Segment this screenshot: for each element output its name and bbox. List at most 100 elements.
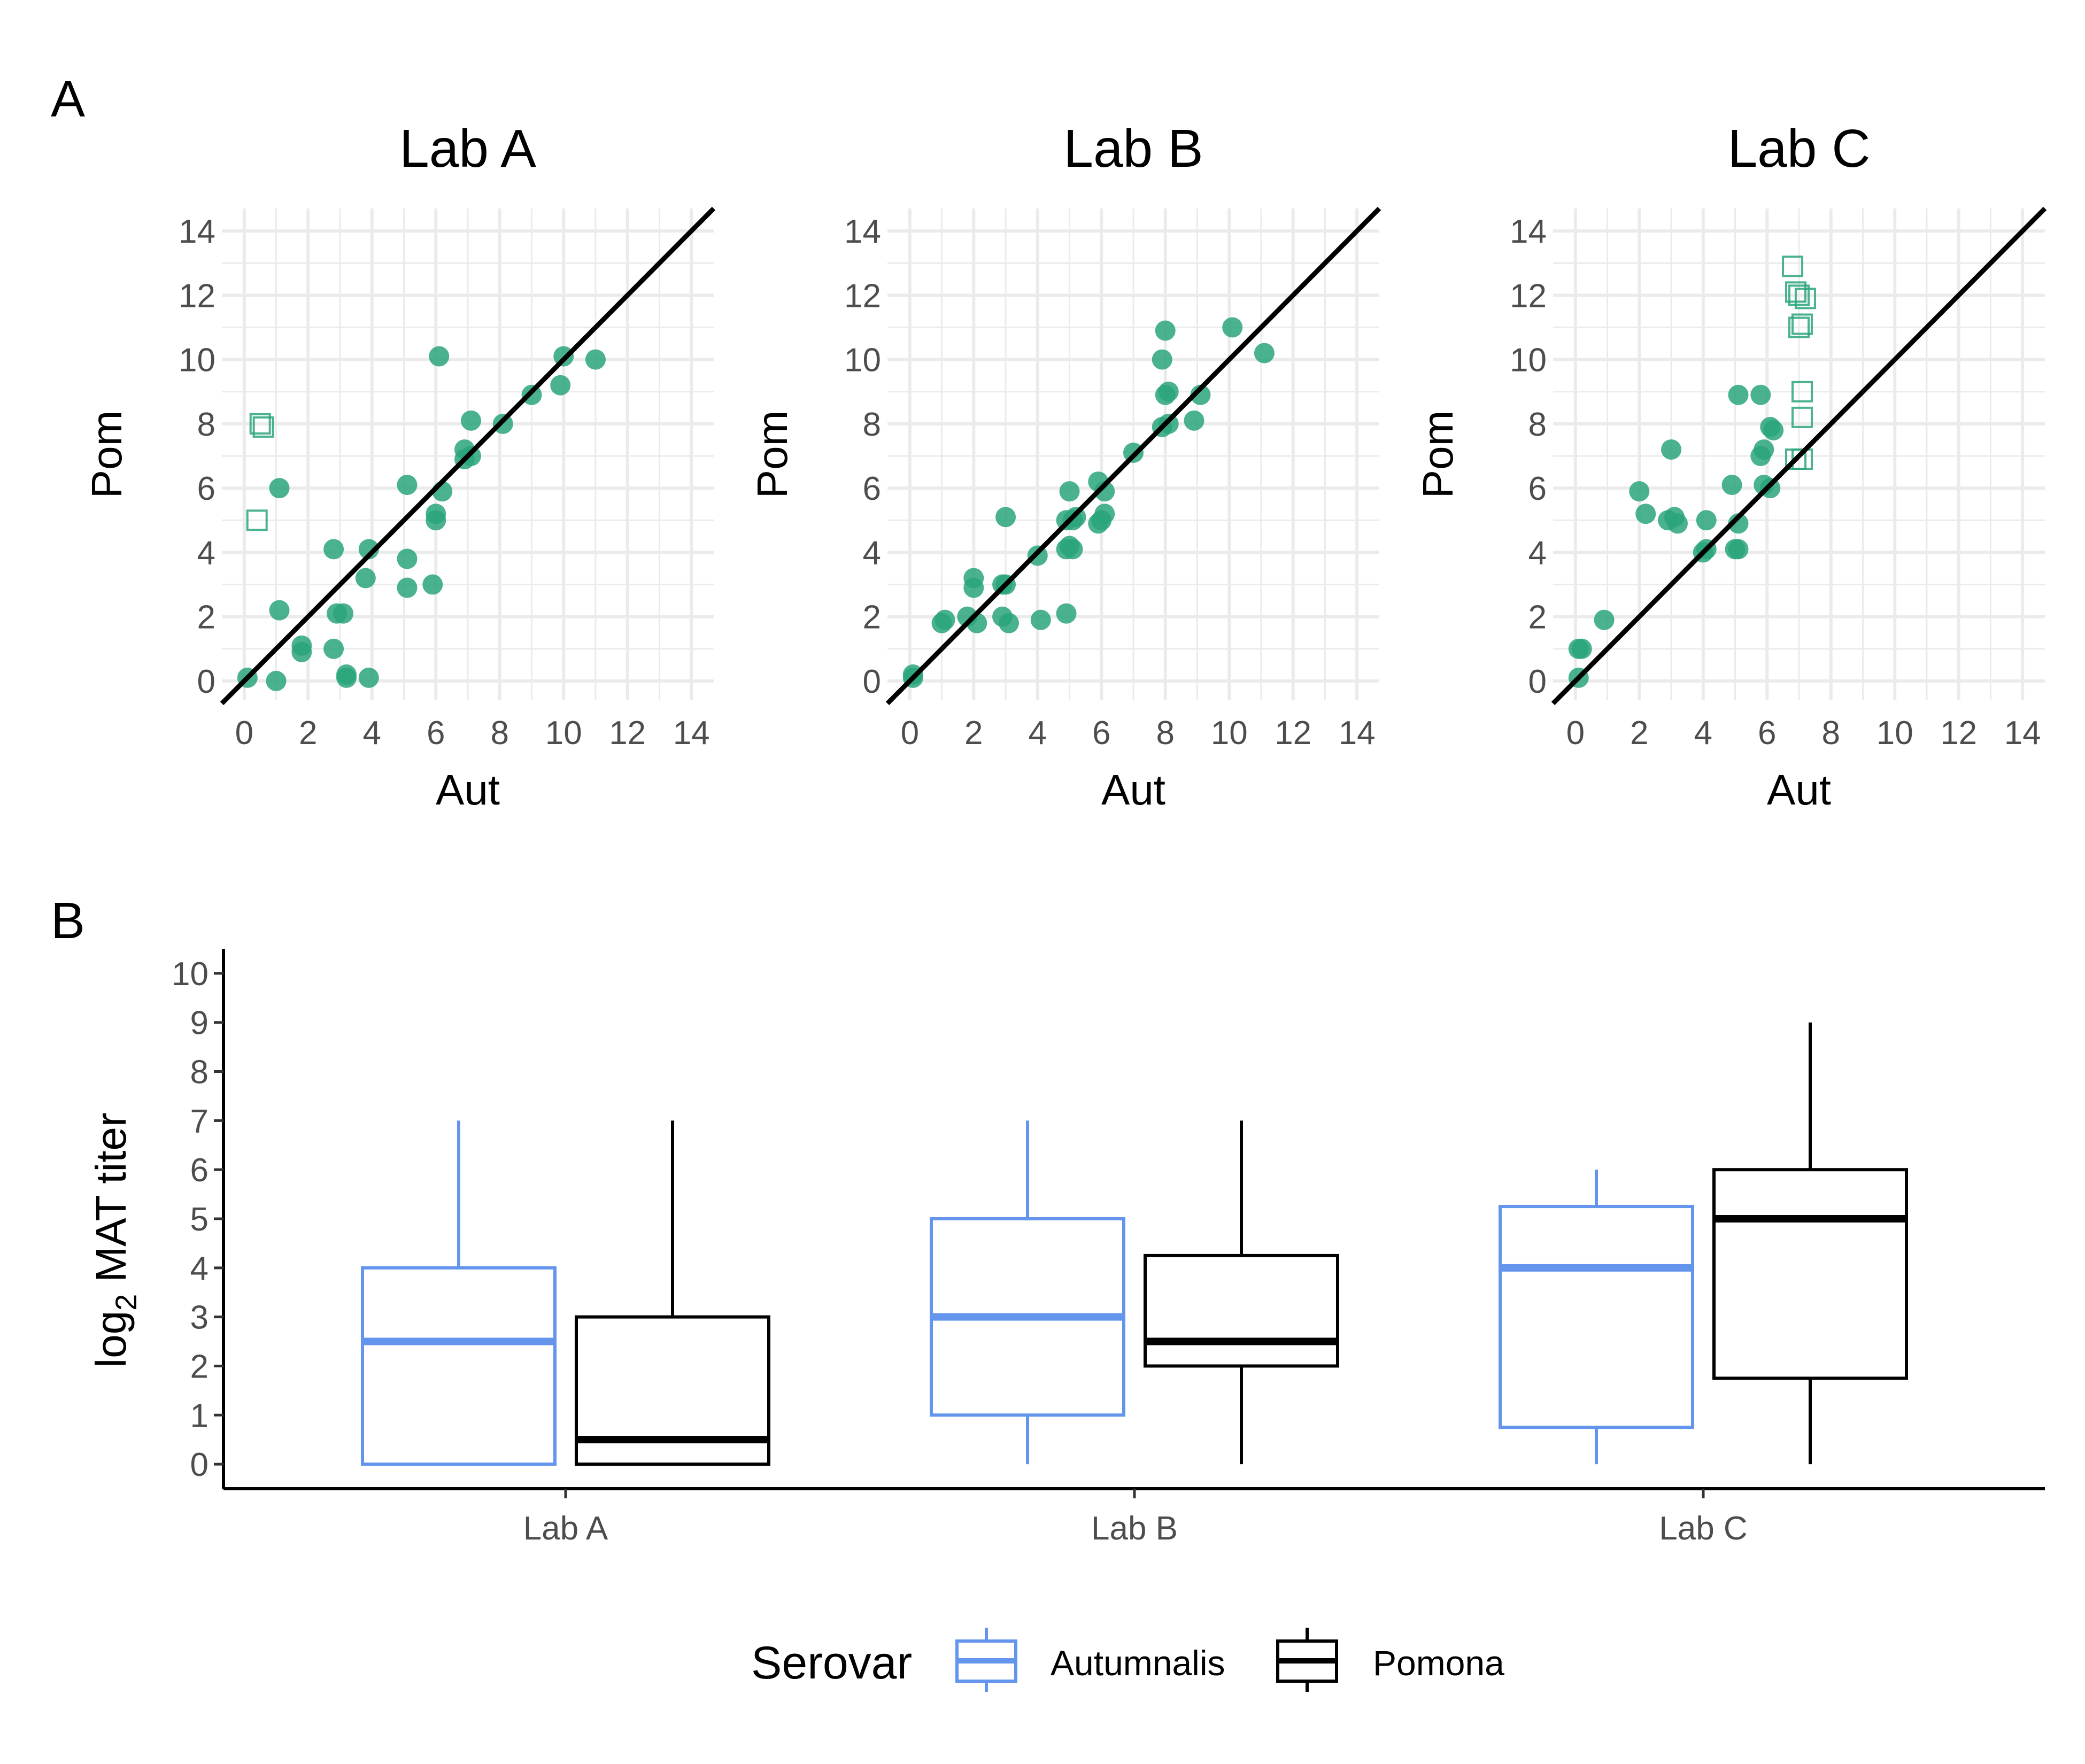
- y-axis-label: log2 MAT titer: [87, 1112, 143, 1367]
- data-point-open: [1791, 381, 1813, 403]
- x-tick-label: 10: [1876, 715, 1913, 752]
- data-point: [333, 603, 354, 624]
- legend-title: Serovar: [751, 1637, 912, 1689]
- legend: Serovar Autumnalis Pomona: [751, 1628, 1504, 1692]
- data-point: [1062, 539, 1083, 560]
- y-tick-label: 0: [1528, 663, 1547, 700]
- y-axis-label-subscript: 2: [109, 1294, 143, 1311]
- y-tick-label: 6: [1528, 470, 1547, 507]
- x-tick-label: 12: [1275, 715, 1311, 752]
- x-tick-label: Lab C: [1659, 1510, 1747, 1547]
- data-point: [995, 507, 1016, 528]
- data-point: [323, 539, 344, 560]
- box-iqr: [361, 1266, 557, 1466]
- data-point: [963, 568, 984, 589]
- x-tick-label: 4: [1029, 715, 1047, 752]
- y-tick-label: 10: [179, 342, 215, 379]
- scatter-plot-1: 00 2 2 4 4 6 6 8 8 10 10 12 12 14 14 Lab A Aut Pom: [83, 119, 716, 814]
- x-tick-label: 0: [901, 715, 919, 752]
- legend-key-autumnalis: Autumnalis: [955, 1628, 1225, 1692]
- y-tick-label: 12: [179, 277, 215, 314]
- x-tick-label: 2: [299, 715, 317, 752]
- data-point-open: [1791, 406, 1813, 428]
- x-tick-label: 8: [1821, 715, 1840, 752]
- data-point-open: [1788, 284, 1810, 306]
- x-axis-label: Aut: [436, 766, 500, 814]
- x-tick-label: 14: [2004, 715, 2041, 752]
- data-point: [1056, 603, 1077, 624]
- data-point: [1728, 539, 1749, 560]
- x-tick-label: 4: [363, 715, 381, 752]
- data-point: [355, 568, 376, 589]
- y-axis-label: Pom: [1414, 411, 1462, 499]
- y-tick-label: 6: [863, 470, 881, 507]
- y-tick-label: 14: [1510, 213, 1547, 250]
- data-point: [291, 635, 312, 656]
- box-pomona-3: [1712, 1022, 1908, 1465]
- data-point: [1721, 475, 1742, 496]
- data-point-open: [249, 413, 271, 435]
- data-point: [1184, 410, 1204, 431]
- data-point: [1696, 510, 1717, 531]
- x-tick-label: 2: [964, 715, 983, 752]
- data-point: [422, 574, 443, 595]
- x-tick-label: 14: [673, 715, 710, 752]
- y-tick-label: 8: [863, 406, 881, 443]
- y-tick-label: 14: [179, 213, 215, 250]
- y-tick-label: 4: [1528, 535, 1547, 571]
- data-point: [323, 638, 344, 659]
- data-point: [1094, 481, 1115, 502]
- data-point: [1222, 317, 1243, 338]
- x-tick-label: 2: [1630, 715, 1648, 752]
- y-tick-label: 8: [190, 1054, 208, 1091]
- x-tick-label: 6: [427, 715, 445, 752]
- box-pomona-2: [1144, 1120, 1339, 1465]
- y-tick-label: 14: [844, 213, 881, 250]
- x-axis-label: Aut: [1767, 766, 1831, 814]
- y-tick-label: 4: [190, 1250, 208, 1287]
- y-tick-label: 2: [197, 599, 215, 636]
- y-tick-label: 2: [1528, 599, 1547, 636]
- data-point-open: [252, 416, 274, 438]
- data-point: [999, 613, 1020, 633]
- data-point-open: [1782, 256, 1804, 277]
- y-tick-label: 4: [863, 535, 881, 571]
- x-axis-label: Aut: [1101, 766, 1165, 814]
- y-tick-label: 2: [863, 599, 881, 636]
- y-tick-label: 6: [190, 1152, 208, 1189]
- data-point: [269, 478, 290, 499]
- data-point: [1158, 381, 1179, 402]
- y-axis-label-rest: MAT titer: [87, 1112, 135, 1294]
- box-iqr: [1144, 1254, 1339, 1368]
- y-tick-label: 5: [190, 1201, 208, 1238]
- y-tick-label: 12: [844, 277, 881, 314]
- data-point: [397, 475, 418, 496]
- legend-key-pomona: Pomona: [1276, 1628, 1504, 1692]
- y-tick-label: 12: [1510, 277, 1547, 314]
- x-tick-label: 12: [609, 715, 646, 752]
- data-point: [429, 346, 450, 367]
- reference-line: [220, 206, 716, 706]
- box-autumnalis-1: [361, 1120, 557, 1466]
- x-tick-label: 6: [1758, 715, 1776, 752]
- y-tick-label: 8: [197, 406, 215, 443]
- data-point: [585, 349, 606, 370]
- x-tick-label: 12: [1940, 715, 1977, 752]
- box-autumnalis-3: [1499, 1170, 1694, 1465]
- y-axis-label-main: log: [87, 1311, 135, 1368]
- data-point: [397, 548, 418, 569]
- panel-title: Lab C: [1728, 119, 1871, 179]
- data-point-open: [246, 509, 268, 531]
- data-point: [1754, 439, 1774, 460]
- y-axis-label: Pom: [748, 411, 796, 499]
- data-point: [1571, 638, 1592, 659]
- y-tick-label: 0: [190, 1446, 208, 1483]
- box-pomona-1: [575, 1120, 770, 1466]
- data-point-open: [1788, 316, 1810, 338]
- panel-title: Lab B: [1063, 119, 1203, 179]
- y-tick-label: 7: [190, 1103, 208, 1140]
- data-point: [1763, 420, 1784, 440]
- y-tick-label: 2: [190, 1348, 208, 1385]
